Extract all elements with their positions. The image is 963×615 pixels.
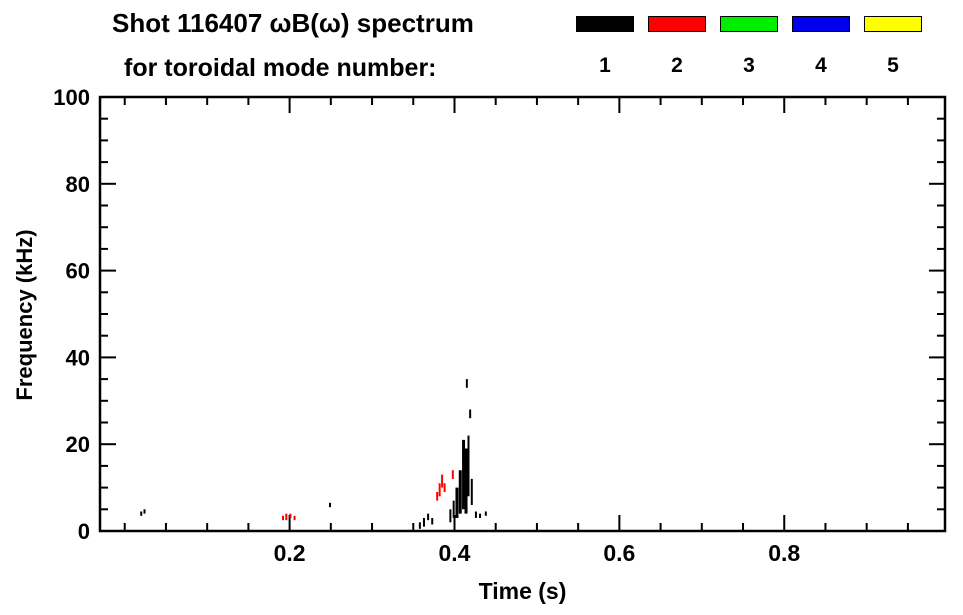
tick-label: 0.4	[438, 540, 470, 566]
legend-label: 5	[887, 54, 899, 77]
tick-label: 60	[66, 259, 90, 284]
legend-swatch	[576, 16, 634, 32]
chart-subtitle: for toroidal mode number:	[124, 54, 437, 82]
legend-swatch	[720, 16, 778, 32]
legend-item-mode-2: 2	[648, 16, 706, 78]
tick-label: 0.6	[603, 540, 635, 566]
legend-item-mode-4: 4	[792, 16, 850, 78]
tick-label: 100	[53, 85, 90, 110]
legend-swatch	[792, 16, 850, 32]
tick-label: 40	[66, 345, 90, 370]
tick-label: 0.2	[274, 540, 306, 566]
legend-label: 1	[599, 54, 611, 77]
legend-swatch	[648, 16, 706, 32]
tick-label: 80	[66, 172, 90, 197]
legend-label: 4	[815, 54, 827, 77]
legend-label: 3	[743, 54, 755, 77]
chart-title: Shot 116407 ωB(ω) spectrum	[112, 8, 474, 38]
legend-item-mode-5: 5	[864, 16, 922, 78]
axis-frame	[98, 95, 947, 533]
legend-item-mode-3: 3	[720, 16, 778, 78]
legend-item-mode-1: 1	[576, 16, 634, 78]
tick-label: 0	[78, 519, 90, 544]
tick-label: 0.8	[768, 540, 800, 566]
mode-number-legend: 1 2 3 4 5	[576, 16, 922, 78]
legend-swatch	[864, 16, 922, 32]
x-axis-label: Time (s)	[478, 578, 567, 604]
legend-label: 2	[671, 54, 683, 77]
tick-label: 20	[66, 432, 90, 457]
